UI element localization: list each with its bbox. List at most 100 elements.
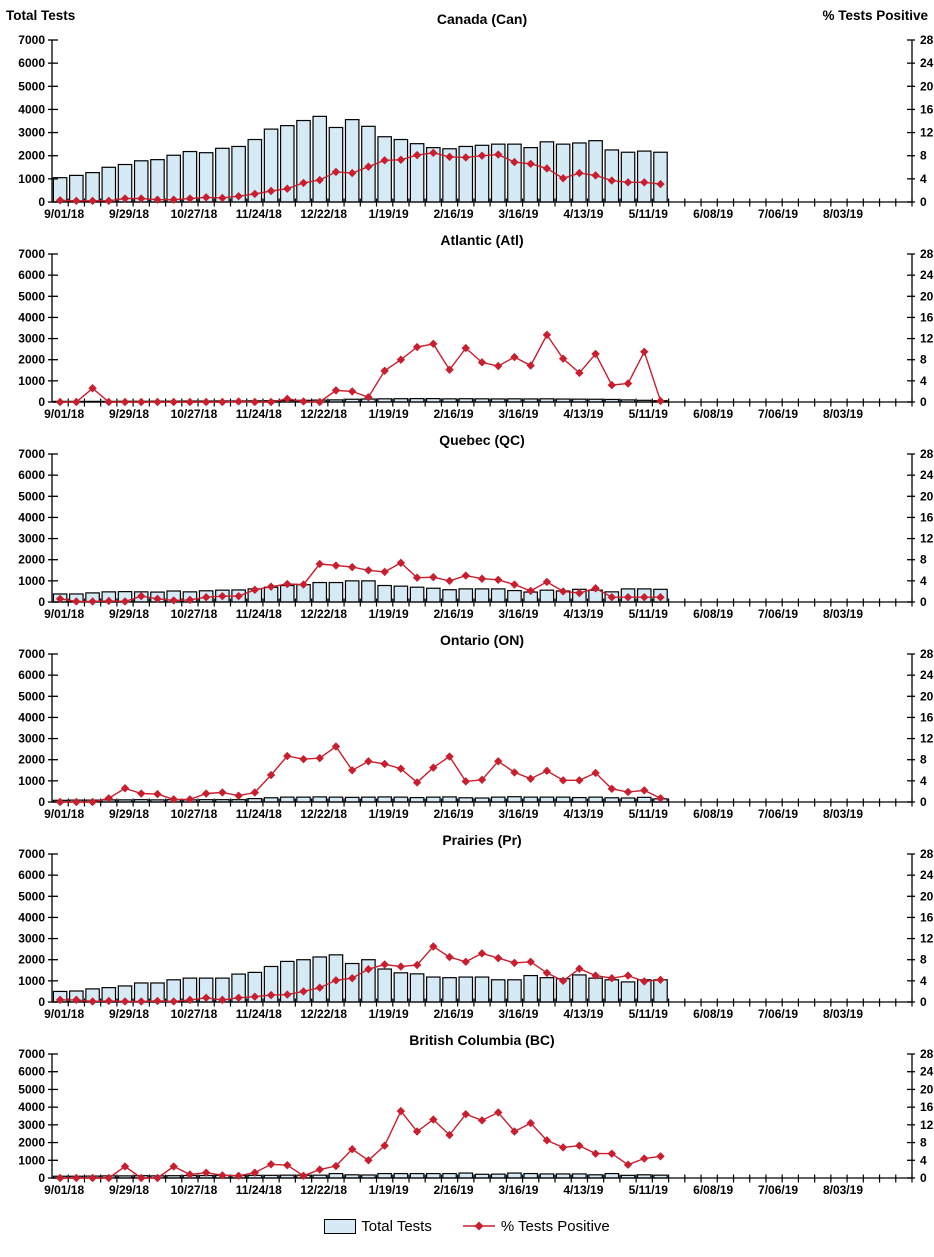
axis-label: 7000 xyxy=(18,33,45,47)
bar xyxy=(539,589,555,603)
axis-label: 7/06/19 xyxy=(758,807,798,821)
axis-label: 9/01/18 xyxy=(44,1183,84,1197)
data-point-diamond xyxy=(445,365,454,374)
data-point-diamond xyxy=(461,153,470,162)
axis-label: 5000 xyxy=(18,79,45,93)
data-point-diamond xyxy=(445,952,454,962)
bar xyxy=(328,1172,344,1179)
chart-prairies-svg: Prairies (Pr)700060005000400030002000100… xyxy=(18,832,934,1021)
data-point-diamond xyxy=(591,1149,600,1158)
bar xyxy=(344,962,360,1003)
data-point-diamond xyxy=(299,178,308,188)
axis-label: 0 xyxy=(38,995,45,1009)
chart-atlantic-svg: Atlantic (Atl)70006000500040003000200010… xyxy=(18,232,934,421)
data-point-diamond xyxy=(477,1116,487,1125)
data-point-diamond xyxy=(640,786,649,795)
axis-label: 20 xyxy=(920,1082,934,1096)
axis-label: 4000 xyxy=(18,310,45,324)
axis-label: 2000 xyxy=(18,353,45,367)
axis-label: 4000 xyxy=(18,102,45,116)
axis-label: 9/01/18 xyxy=(44,607,84,621)
data-point-diamond xyxy=(591,768,600,778)
data-point-diamond xyxy=(88,597,97,606)
legend-line-swatch xyxy=(462,1221,495,1231)
data-point-diamond xyxy=(185,194,195,203)
data-point-diamond xyxy=(250,788,260,797)
data-point-diamond xyxy=(607,176,617,185)
data-point-diamond xyxy=(623,178,633,187)
data-point-diamond xyxy=(331,167,341,177)
axis-label: 20 xyxy=(920,489,934,503)
axis-label: 9/29/18 xyxy=(109,807,149,821)
bar xyxy=(393,972,409,1003)
axis-label: 4000 xyxy=(18,710,45,724)
axis-label: 24 xyxy=(920,268,934,282)
data-point-diamond xyxy=(494,1108,503,1117)
data-point-diamond xyxy=(542,577,552,587)
bar xyxy=(361,796,376,803)
axis-label: 3/16/19 xyxy=(498,607,538,621)
legend-item-pct-positive: % Tests Positive xyxy=(462,1218,610,1235)
axis-label: 11/24/18 xyxy=(236,607,282,621)
axis-label: 0 xyxy=(38,595,45,609)
data-point-diamond xyxy=(331,1161,341,1171)
data-point-diamond xyxy=(429,339,438,349)
axis-label: 10/27/18 xyxy=(171,207,218,221)
data-point-diamond xyxy=(266,186,276,196)
axis-label: 16 xyxy=(920,910,934,924)
bar xyxy=(442,1172,457,1179)
axis-label: 1/19/19 xyxy=(369,1007,409,1021)
data-point-diamond xyxy=(234,1171,243,1180)
data-point-diamond xyxy=(558,354,568,363)
axis-label: 3000 xyxy=(18,332,45,346)
data-point-diamond xyxy=(315,1165,324,1174)
axis-label: 6/08/19 xyxy=(693,1183,733,1197)
axis-label: 4 xyxy=(920,374,927,388)
axis-label: 10/27/18 xyxy=(171,807,218,821)
data-point-diamond xyxy=(575,168,584,178)
data-point-diamond xyxy=(542,164,552,173)
data-point-diamond xyxy=(429,1115,438,1124)
data-point-diamond xyxy=(283,394,292,404)
axis-label: 3/16/19 xyxy=(498,207,538,221)
data-point-diamond xyxy=(120,194,130,203)
bar xyxy=(426,976,441,1003)
axis-label: 4000 xyxy=(18,910,45,924)
axis-label: 9/01/18 xyxy=(44,807,84,821)
bar xyxy=(393,585,409,603)
data-point-diamond xyxy=(347,766,357,775)
bar xyxy=(636,796,652,803)
data-point-diamond xyxy=(120,784,130,793)
data-point-diamond xyxy=(558,776,568,785)
data-point-diamond xyxy=(120,997,130,1006)
axes xyxy=(48,853,915,1003)
axis-label: 16 xyxy=(920,310,934,324)
legend-bar-label: Total Tests xyxy=(361,1217,432,1235)
pct-positive-markers xyxy=(55,148,665,206)
bar xyxy=(279,796,295,803)
bar xyxy=(328,581,344,603)
axis-label: 3/16/19 xyxy=(498,1007,538,1021)
axis-label: 2000 xyxy=(18,149,45,163)
data-point-diamond xyxy=(510,580,519,589)
data-point-diamond xyxy=(55,196,65,205)
bar xyxy=(604,1172,620,1179)
data-point-diamond xyxy=(88,384,97,393)
data-point-diamond xyxy=(623,1160,633,1169)
axes xyxy=(48,1053,915,1179)
bar xyxy=(377,1172,392,1179)
chart-canada: Canada (Can) 7000 6000 5000 4000 3000 2000 1000… xyxy=(0,0,934,228)
data-point-diamond xyxy=(315,397,324,407)
data-point-diamond xyxy=(104,996,113,1006)
axis-label: 0 xyxy=(920,995,927,1009)
axes xyxy=(48,453,915,603)
data-point-diamond xyxy=(266,397,276,407)
data-point-diamond xyxy=(137,397,146,407)
data-point-diamond xyxy=(380,156,389,165)
data-point-diamond xyxy=(558,1143,568,1152)
chart-title: Canada (Can) xyxy=(437,11,527,27)
data-point-diamond xyxy=(429,148,438,158)
axis-label: 10/27/18 xyxy=(171,607,218,621)
axis-label: 28 xyxy=(920,1047,934,1061)
